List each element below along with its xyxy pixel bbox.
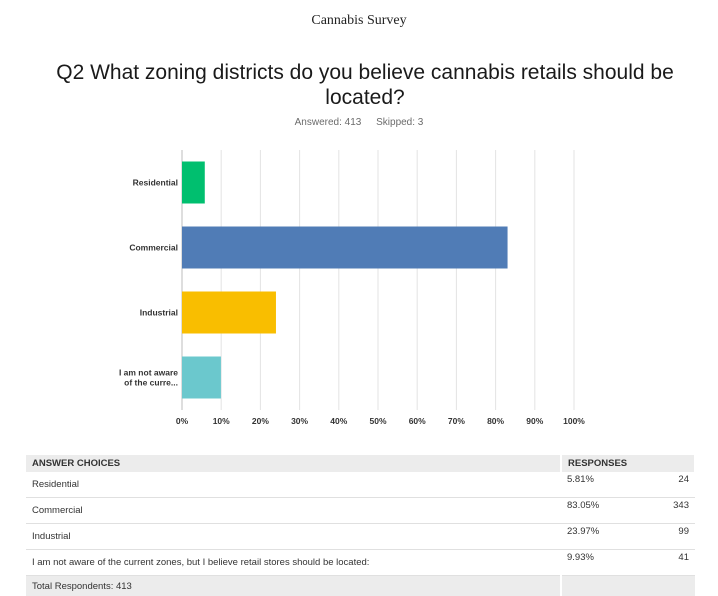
x-tick-label: 0% [176, 416, 189, 426]
row-percent: 83.05% [561, 498, 653, 524]
category-label: of the curre... [124, 378, 178, 388]
x-tick-label: 70% [448, 416, 465, 426]
bar [182, 227, 508, 269]
table-row: Industrial 23.97% 99 [26, 524, 695, 550]
header-answer-choices: ANSWER CHOICES [26, 455, 561, 472]
bar [182, 292, 276, 334]
x-tick-label: 90% [526, 416, 543, 426]
skipped-count: Skipped: 3 [376, 117, 423, 128]
row-percent: 5.81% [561, 472, 653, 498]
row-count: 41 [653, 550, 695, 576]
table-row: Residential 5.81% 24 [26, 472, 695, 498]
category-label: Commercial [129, 243, 178, 253]
row-percent: 9.93% [561, 550, 653, 576]
x-tick-label: 80% [487, 416, 504, 426]
x-tick-label: 10% [213, 416, 230, 426]
row-choice: I am not aware of the current zones, but… [26, 550, 561, 576]
category-label: Residential [133, 178, 178, 188]
question-title: Q2 What zoning districts do you believe … [40, 60, 690, 110]
x-tick-label: 30% [291, 416, 308, 426]
table-row: I am not aware of the current zones, but… [26, 550, 695, 576]
total-row: Total Respondents: 413 [26, 576, 695, 596]
x-tick-label: 100% [563, 416, 585, 426]
bar [182, 357, 221, 399]
category-label: I am not aware [119, 368, 178, 378]
x-tick-label: 40% [330, 416, 347, 426]
table-header-row: ANSWER CHOICES RESPONSES [26, 455, 695, 472]
bar [182, 162, 205, 204]
answered-count: Answered: 413 [295, 117, 362, 128]
document-title: Cannabis Survey [0, 13, 718, 29]
row-count: 99 [653, 524, 695, 550]
row-choice: Residential [26, 472, 561, 498]
x-tick-label: 50% [369, 416, 386, 426]
row-count: 343 [653, 498, 695, 524]
row-choice: Industrial [26, 524, 561, 550]
row-choice: Commercial [26, 498, 561, 524]
bar-chart: 0% 10% 20% 30% 40% 50% 60% 70% 80% 90% 100% Residen… [0, 140, 718, 440]
table-row: Commercial 83.05% 343 [26, 498, 695, 524]
header-responses: RESPONSES [561, 455, 695, 472]
category-label: Industrial [140, 308, 178, 318]
row-count: 24 [653, 472, 695, 498]
total-respondents: Total Respondents: 413 [26, 576, 561, 596]
results-table: ANSWER CHOICES RESPONSES Residential 5.8… [26, 455, 696, 596]
x-tick-label: 20% [252, 416, 269, 426]
response-meta: Answered: 413 Skipped: 3 [0, 117, 718, 128]
x-tick-label: 60% [409, 416, 426, 426]
row-percent: 23.97% [561, 524, 653, 550]
total-blank-cell [561, 576, 695, 596]
